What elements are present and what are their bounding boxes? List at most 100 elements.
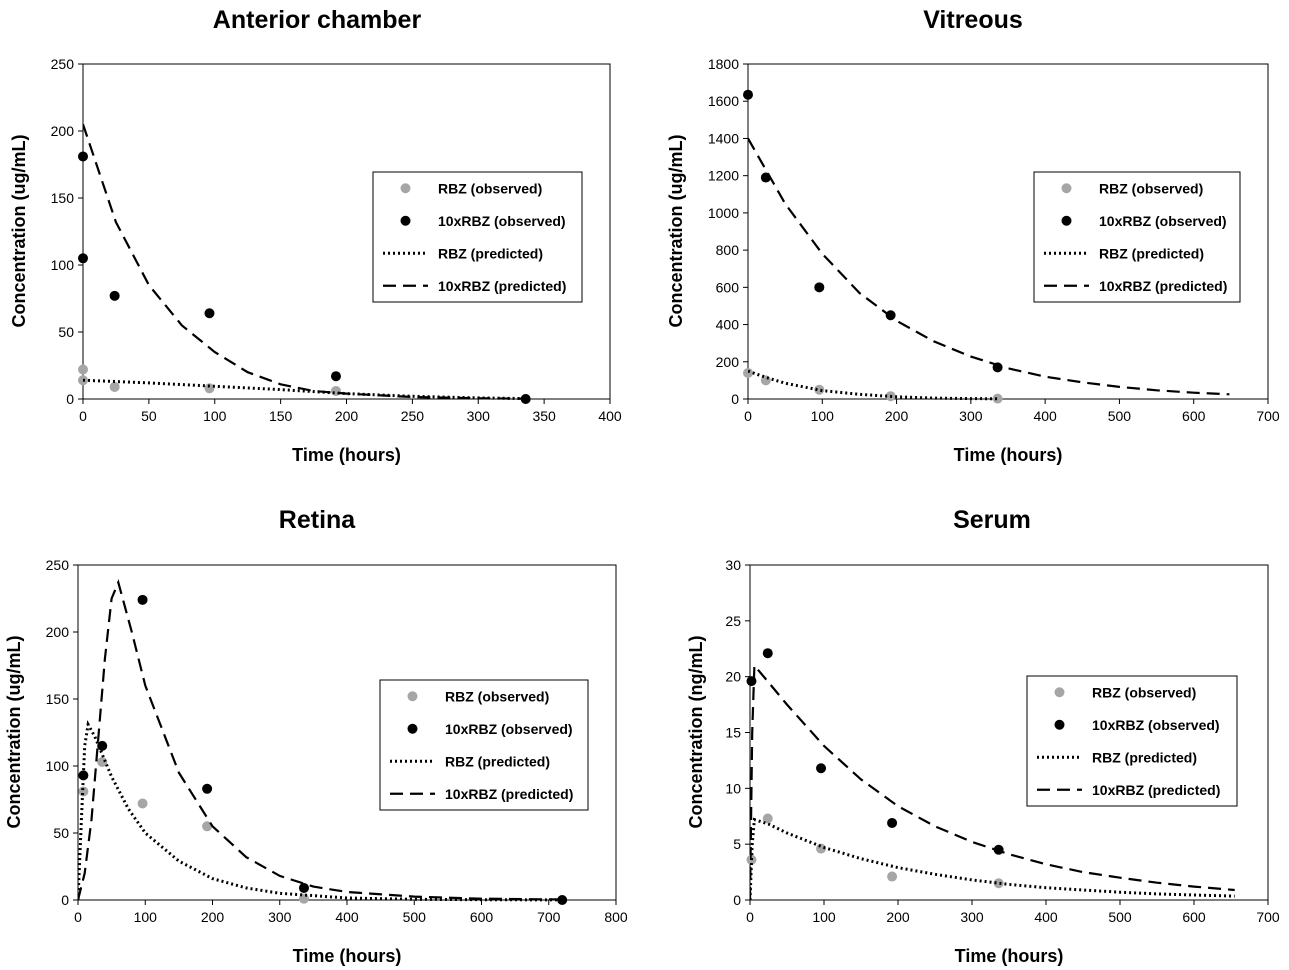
chart-panel-3: Serum Time (hours) Concentration (ng/mL) 0 1… [686,506,1280,966]
chart-panel-0: Anterior chamber Time (hours) Concentratio… [9,6,622,465]
legend-label: 10xRBZ (predicted) [438,278,566,294]
x-tick-label: 0 [746,909,754,925]
x-tick-label: 700 [1256,909,1280,925]
chart-title: Serum [953,506,1031,534]
legend-label: 10xRBZ (predicted) [1092,782,1220,798]
data-point [762,813,773,824]
y-tick-label: 1800 [708,56,739,72]
x-tick-label: 300 [960,909,984,925]
y-tick-label: 1600 [708,93,739,109]
legend-marker [1054,719,1065,730]
x-tick-label: 250 [401,408,425,424]
y-tick-label: 15 [725,725,741,741]
data-point [137,798,148,809]
legend-label: RBZ (predicted) [1092,749,1197,765]
data-point [78,770,89,781]
legend-marker [400,215,411,226]
chart-title: Vitreous [923,6,1023,34]
y-tick-label: 150 [51,190,75,206]
x-tick-label: 800 [604,909,628,925]
x-tick-label: 200 [335,408,359,424]
x-tick-label: 300 [959,408,983,424]
x-axis-label: Time (hours) [292,445,401,465]
data-point [109,290,120,301]
legend-label: RBZ (predicted) [445,753,550,769]
data-point [97,756,108,767]
x-tick-label: 200 [201,909,225,925]
y-tick-label: 20 [725,669,741,685]
legend-label: 10xRBZ (observed) [1099,213,1227,229]
data-point [993,878,1004,889]
data-point [202,821,213,832]
y-axis-label: Concentration (ng/mL) [686,636,706,829]
x-tick-label: 100 [812,909,836,925]
data-point [78,151,88,162]
data-point [814,384,825,395]
y-tick-label: 30 [725,557,741,573]
rbz-predicted-line [78,719,563,902]
y-tick-label: 0 [733,892,741,908]
chart-title: Anterior chamber [213,6,422,34]
x-tick-label: 400 [598,408,622,424]
x-tick-label: 600 [1182,909,1206,925]
data-point [204,308,215,319]
x-tick-label: 100 [811,408,835,424]
data-point [330,371,341,382]
legend-box [372,171,583,303]
x-tick-label: 350 [532,408,556,424]
x-tick-label: 200 [886,909,910,925]
y-tick-label: 0 [66,391,74,407]
data-point [557,895,568,905]
x-tick-label: 100 [203,408,227,424]
x-tick-label: 0 [74,909,82,925]
y-tick-label: 5 [733,836,741,852]
data-point [109,381,120,392]
y-tick-label: 1200 [708,168,739,184]
legend-label: 10xRBZ (observed) [438,213,566,229]
legend-label: RBZ (observed) [445,688,549,704]
data-point [887,817,898,828]
x-tick-label: 0 [744,408,752,424]
x-tick-label: 400 [335,909,359,925]
y-axis-label: Concentration (ug/mL) [666,135,686,328]
y-tick-label: 25 [725,613,741,629]
data-point [137,594,148,605]
x-tick-label: 200 [885,408,909,424]
legend-label: 10xRBZ (observed) [445,721,573,737]
x-tick-label: 400 [1033,408,1057,424]
y-tick-label: 200 [51,123,75,139]
legend-marker [400,183,411,194]
data-point [78,364,88,375]
legend-box [1026,675,1238,807]
x-tick-label: 700 [1256,408,1280,424]
y-tick-label: 600 [716,279,740,295]
legend-label: 10xRBZ (predicted) [1099,278,1227,294]
x-axis-label: Time (hours) [954,445,1063,465]
y-tick-label: 800 [716,242,740,258]
x-tick-label: 400 [1034,909,1058,925]
x-tick-label: 700 [537,909,561,925]
data-point [814,282,825,293]
y-tick-label: 0 [731,391,739,407]
x-tick-label: 50 [141,408,157,424]
chart-panel-1: Vitreous Time (hours) Concentration (ug/mL… [666,6,1280,465]
legend-box [379,679,589,811]
y-tick-label: 200 [46,624,70,640]
legend-label: 10xRBZ (predicted) [445,786,573,802]
y-tick-label: 0 [61,892,69,908]
data-point [743,367,753,378]
y-tick-label: 150 [46,691,70,707]
x-tick-label: 100 [134,909,158,925]
data-point [202,783,213,794]
legend-box [1033,171,1241,303]
rbz-predicted-line [750,817,1235,901]
y-axis-label: Concentration (ug/mL) [9,135,29,328]
y-tick-label: 200 [716,354,740,370]
legend-label: RBZ (predicted) [1099,245,1204,261]
x10-predicted-line [748,137,1230,396]
data-point [298,882,309,893]
data-point [887,871,898,882]
y-tick-label: 100 [51,257,75,273]
x-tick-label: 600 [1182,408,1206,424]
